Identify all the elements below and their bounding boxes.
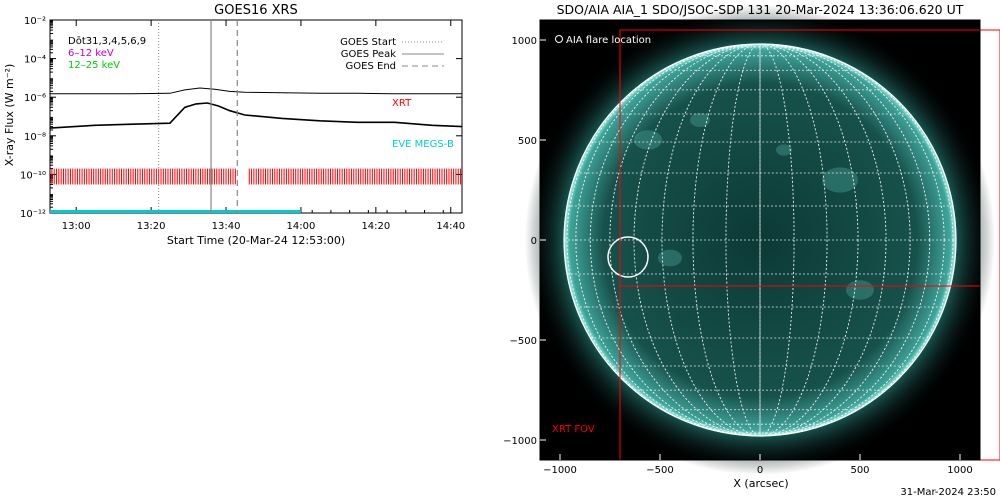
- legend-marker: [555, 35, 563, 43]
- x-tick-label: 13:00: [62, 221, 91, 232]
- longitude-line: [692, 44, 828, 436]
- x-tick-label: 14:00: [287, 221, 316, 232]
- flare-location-circle: [607, 236, 649, 278]
- x-tick-label: 1000: [947, 465, 972, 476]
- chart-title: GOES16 XRS: [214, 3, 298, 18]
- legend-left-entry: Dōt31,3,4,5,6,9: [68, 36, 146, 47]
- y-tick-label: 1000: [512, 36, 537, 47]
- eve-annotation: EVE MEGS-B: [392, 139, 454, 150]
- x-axis-label: Start Time (20-Mar-24 12:53:00): [167, 234, 345, 247]
- y-tick-label: 10⁻⁴: [24, 55, 46, 66]
- y-tick-label: 10⁻⁶: [24, 93, 46, 104]
- active-region: [776, 144, 792, 156]
- longitude-line: [633, 44, 887, 436]
- legend-left-entry: 6–12 keV: [68, 48, 114, 59]
- active-region: [634, 130, 662, 150]
- longitude-line: [725, 44, 795, 436]
- longitude-line: [589, 44, 931, 436]
- goes-xrs-chart: GOES16 XRS X-ray Flux (W m⁻²) Start Time…: [3, 3, 465, 247]
- y-axis-label: X-ray Flux (W m⁻²): [3, 64, 16, 166]
- x-tick-label: 13:20: [137, 221, 166, 232]
- legend-right-entry: GOES Start: [340, 37, 396, 48]
- y-tick-label: −500: [510, 336, 537, 347]
- x-tick-label: −500: [646, 465, 673, 476]
- legend-text: AIA flare location: [566, 35, 651, 46]
- active-region: [822, 167, 858, 193]
- x-axis-label: X (arcsec): [733, 477, 788, 490]
- x-tick-label: 14:20: [361, 221, 390, 232]
- longitude-line: [661, 44, 859, 436]
- y-tick-label: −1000: [503, 436, 537, 447]
- longitude-line: [609, 44, 911, 436]
- y-tick-label: 10⁻¹⁰: [20, 170, 46, 181]
- x-tick-label: 0: [757, 465, 763, 476]
- longitude-line: [575, 44, 945, 436]
- footer-timestamp: 31-Mar-2024 23:50: [900, 487, 996, 498]
- y-tick-label: 0: [531, 236, 537, 247]
- active-region: [690, 113, 710, 127]
- x-tick-label: −1000: [543, 465, 577, 476]
- legend-right-entry: GOES Peak: [341, 49, 396, 60]
- series-line-long: [50, 87, 462, 95]
- xrt-annotation: XRT: [392, 98, 412, 109]
- legend-left-entry: 12–25 keV: [68, 60, 120, 71]
- longitude-line: [566, 44, 954, 436]
- y-tick-label: 10⁻²: [24, 16, 46, 27]
- xrt-fov-label: XRT FOV: [552, 424, 595, 435]
- aia-solar-image-chart: SDO/AIA AIA_1 SDO/JSOC-SDP 131 20-Mar-20…: [503, 2, 1000, 490]
- y-tick-label: 10⁻⁸: [24, 132, 46, 143]
- legend-right-entry: GOES End: [346, 61, 396, 72]
- active-region: [658, 249, 682, 267]
- solar-limb: [563, 43, 957, 437]
- x-tick-label: 14:40: [436, 221, 465, 232]
- x-tick-label: 500: [850, 465, 869, 476]
- series-line-short: [49, 102, 463, 129]
- x-tick-label: 13:40: [212, 221, 241, 232]
- y-tick-label: 500: [518, 136, 537, 147]
- active-region: [846, 280, 874, 300]
- heliographic-grid: [564, 44, 956, 436]
- y-tick-label: 10⁻¹²: [20, 209, 46, 220]
